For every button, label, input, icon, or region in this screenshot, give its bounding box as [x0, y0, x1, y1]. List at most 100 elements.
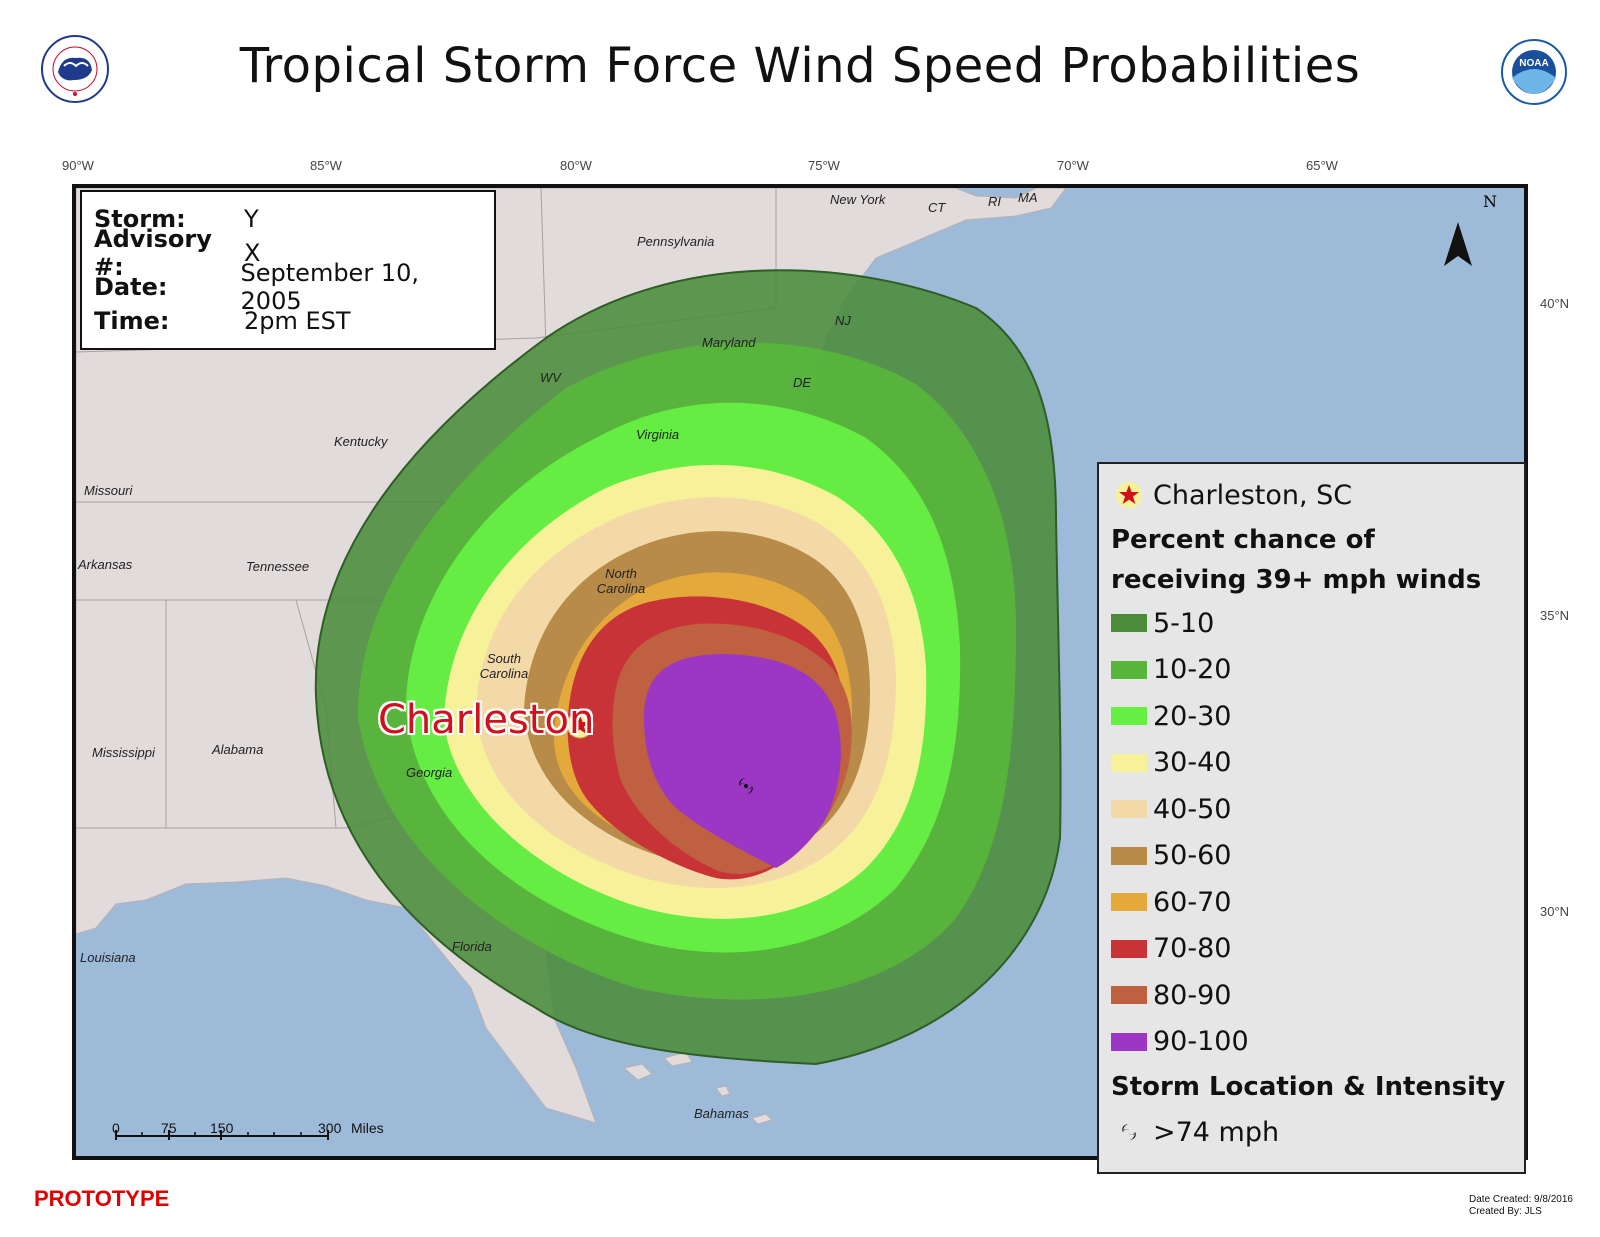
- latitude-label: 40°N: [1540, 296, 1570, 311]
- legend-heading: Percent chance of receiving 39+ mph wind…: [1111, 525, 1482, 595]
- charleston-marker-icon[interactable]: [566, 711, 594, 739]
- noaa-logo: NOAA: [1500, 38, 1568, 106]
- legend-items: 5-10 10-20 20-30 30-40 40-50 50-60 60-70 70-80 8…: [1111, 600, 1512, 1065]
- storm-value: Y: [244, 205, 259, 233]
- bahamas-islands: [622, 1051, 773, 1125]
- map-label: DE: [793, 375, 812, 390]
- advisory-info-box: Storm: Y Advisory #: X Date: September 10, …: [80, 190, 496, 350]
- scale-label-75: 75: [161, 1120, 177, 1136]
- map-label: RI: [988, 194, 1001, 209]
- legend-item: 90-100: [1111, 1019, 1512, 1066]
- legend-item: 80-90: [1111, 972, 1512, 1019]
- longitude-label: 75°W: [808, 158, 840, 173]
- map-label: NJ: [835, 313, 851, 328]
- map-label: Virginia: [636, 427, 680, 442]
- map-label: Georgia: [406, 765, 453, 780]
- map-label: Louisiana: [80, 950, 136, 965]
- legend-swatch: [1111, 707, 1147, 726]
- map-label: New York: [830, 192, 886, 207]
- date-created: Date Created: 9/8/2016: [1469, 1194, 1573, 1205]
- legend-item-label: 30-40: [1153, 747, 1232, 779]
- legend-swatch: [1111, 614, 1147, 633]
- legend-item: 70-80: [1111, 926, 1512, 973]
- legend-item-label: 80-90: [1153, 979, 1232, 1011]
- map-label: MA: [1018, 190, 1038, 205]
- advisory-key: Advisory #:: [94, 225, 212, 281]
- map-canvas[interactable]: [76, 188, 1524, 1156]
- advisory-value: X: [244, 239, 261, 267]
- longitude-label: 65°W: [1306, 158, 1338, 173]
- legend-item: 10-20: [1111, 647, 1512, 694]
- legend-item: 50-60: [1111, 833, 1512, 880]
- nws-logo: [40, 34, 110, 104]
- north-label: N: [1483, 192, 1497, 211]
- legend-item: 60-70: [1111, 879, 1512, 926]
- date-key: Date:: [94, 273, 168, 301]
- legend-swatch: [1111, 986, 1147, 1005]
- map-label: North Carolina: [596, 566, 646, 596]
- legend-swatch: [1111, 846, 1147, 865]
- map-label: Tennessee: [246, 559, 310, 574]
- svg-text:NOAA: NOAA: [1519, 58, 1548, 69]
- longitude-label: 70°W: [1057, 158, 1089, 173]
- legend-item-label: 50-60: [1153, 840, 1232, 872]
- storm-center-icon[interactable]: [734, 774, 758, 798]
- legend-swatch: [1111, 939, 1147, 958]
- hurricane-icon: [1111, 1120, 1147, 1144]
- map-label: Kentucky: [334, 434, 388, 449]
- legend-item: 5-10: [1111, 600, 1512, 647]
- map-label: Alabama: [212, 742, 264, 757]
- map-label: South Carolina: [479, 651, 529, 681]
- legend-swatch: [1111, 893, 1147, 912]
- legend-item-label: 5-10: [1153, 607, 1215, 639]
- time-value: 2pm EST: [244, 307, 351, 335]
- latitude-label: 35°N: [1540, 608, 1570, 623]
- time-key: Time:: [94, 307, 170, 335]
- credits: Date Created: 9/8/2016 Created By: JLS: [1469, 1194, 1573, 1218]
- legend-item: 30-40: [1111, 740, 1512, 787]
- legend-storm-item: >74 mph: [1153, 1116, 1280, 1148]
- map-label: Bahamas: [694, 1106, 749, 1121]
- map-label: Missouri: [84, 483, 133, 498]
- prototype-label: PROTOTYPE: [34, 1186, 170, 1211]
- legend-item-label: 90-100: [1153, 1026, 1249, 1058]
- legend-item-label: 10-20: [1153, 654, 1232, 686]
- map-frame[interactable]: [72, 184, 1528, 1160]
- legend-swatch: [1111, 660, 1147, 679]
- map-label: Pennsylvania: [637, 234, 715, 249]
- scale-label-0: 0: [112, 1120, 120, 1136]
- legend-storm-heading: Storm Location & Intensity: [1111, 1072, 1506, 1102]
- legend-location: Charleston, SC: [1153, 479, 1353, 511]
- legend-swatch: [1111, 800, 1147, 819]
- longitude-label: 90°W: [62, 158, 94, 173]
- scale-bar: [114, 1128, 334, 1142]
- map-label: Maryland: [702, 335, 756, 350]
- map-label: Florida: [452, 939, 492, 954]
- star-icon: [1111, 481, 1147, 509]
- probability-swaths: [314, 269, 1062, 1066]
- north-arrow-icon: [1438, 218, 1478, 272]
- map-label: WV: [540, 370, 561, 385]
- created-by: Created By: JLS: [1469, 1206, 1542, 1217]
- page-title: Tropical Storm Force Wind Speed Probabil…: [239, 38, 1361, 94]
- latitude-label: 30°N: [1540, 904, 1570, 919]
- date-value: September 10, 2005: [240, 259, 419, 315]
- map-label: CT: [928, 200, 946, 215]
- legend-item: 20-30: [1111, 693, 1512, 740]
- map-label: Arkansas: [78, 557, 133, 572]
- legend-item-label: 60-70: [1153, 886, 1232, 918]
- legend-item-label: 40-50: [1153, 793, 1232, 825]
- storm-key: Storm:: [94, 205, 186, 233]
- scale-label-300: 300: [318, 1120, 342, 1136]
- map-label: Mississippi: [92, 745, 155, 760]
- legend-swatch: [1111, 753, 1147, 772]
- longitude-label: 80°W: [560, 158, 592, 173]
- legend-item-label: 70-80: [1153, 933, 1232, 965]
- swath-90-100: [644, 654, 841, 868]
- scale-unit: Miles: [351, 1120, 384, 1136]
- legend-item: 40-50: [1111, 786, 1512, 833]
- scale-label-150: 150: [210, 1120, 234, 1136]
- charleston-label: Charleston: [378, 697, 595, 743]
- legend-item-label: 20-30: [1153, 700, 1232, 732]
- legend: Charleston, SC Percent chance of receivi…: [1097, 462, 1526, 1174]
